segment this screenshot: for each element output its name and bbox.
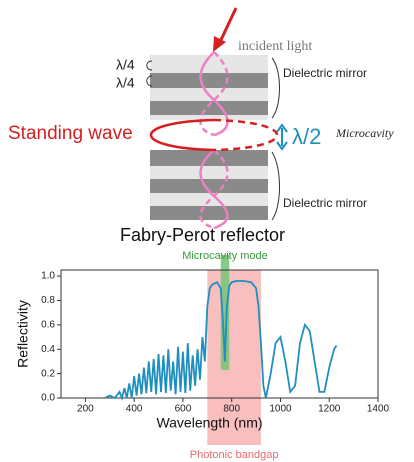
- x-tick-label: 1200: [318, 404, 341, 415]
- mirror-label: Dielectric mirror: [283, 196, 367, 210]
- x-tick-label: 1400: [367, 404, 390, 415]
- caption: Fabry-Perot reflector: [120, 225, 285, 245]
- x-axis-label: Wavelength (nm): [156, 415, 262, 431]
- mirror-stack: [150, 55, 268, 220]
- bracket-bottom: [271, 151, 280, 221]
- x-tick-label: 200: [77, 404, 94, 415]
- band: [220, 255, 230, 370]
- band-label: Microcavity mode: [182, 250, 268, 262]
- y-tick-label: 1.0: [41, 271, 55, 282]
- x-tick-label: 800: [223, 404, 240, 415]
- standing-wave-label: Standing wave: [8, 123, 133, 144]
- wave: [199, 51, 229, 137]
- y-tick-label: 0.2: [41, 368, 55, 379]
- y-tick-label: 0.4: [41, 344, 55, 355]
- chart: Photonic bandgap Microcavity mode 200 400 60…: [15, 250, 390, 461]
- y-tick-label: 0.6: [41, 319, 55, 330]
- incident-arrow: [218, 7, 238, 43]
- mirror-label: Dielectric mirror: [283, 66, 367, 80]
- standing-wave-dashed: [213, 118, 279, 152]
- quarter-label: λ/4: [116, 75, 135, 91]
- band-label: Photonic bandgap: [190, 449, 279, 461]
- bracket-top: [271, 57, 280, 119]
- standing-wave-solid: [149, 118, 215, 152]
- half-arrow: [276, 123, 288, 151]
- band: [207, 270, 261, 445]
- cavity-label: Microcavity: [335, 126, 394, 140]
- x-tick-label: 600: [175, 404, 192, 415]
- quarter-loop: [146, 60, 153, 87]
- quarter-label: λ/4: [116, 57, 135, 73]
- wave-lower-dashed: [199, 149, 229, 230]
- wave-dashed: [199, 51, 229, 137]
- x-tick-label: 400: [126, 404, 143, 415]
- y-axis-label: Reflectivity: [15, 300, 31, 368]
- incident-label: incident light: [238, 39, 312, 54]
- x-tick-label: 1000: [269, 404, 292, 415]
- arrow-head: [213, 36, 226, 52]
- plot-frame: [60, 269, 379, 399]
- half-wave-label: λ/2: [292, 124, 321, 149]
- line: [104, 280, 338, 401]
- y-tick-label: 0.0: [41, 393, 55, 404]
- y-tick-label: 0.8: [41, 295, 55, 306]
